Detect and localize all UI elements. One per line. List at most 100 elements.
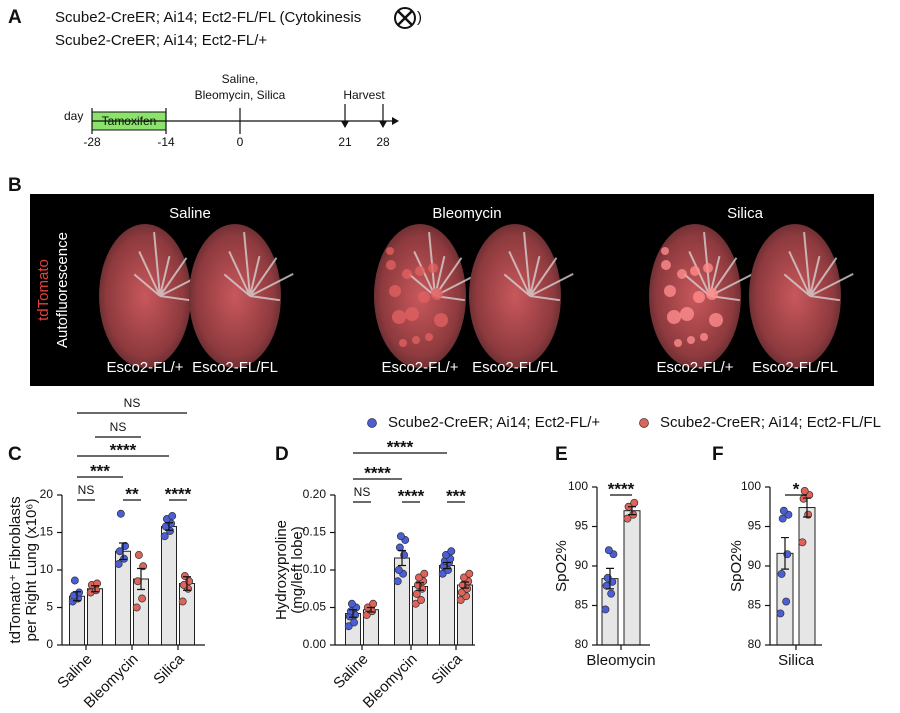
genotype: Scube2-CreER; Ai14; Ect2-FL/FL (Cytokine… [55,9,361,26]
fibrotic-focus [418,291,430,303]
lung [749,224,841,368]
data-point [133,577,142,586]
data-point [782,597,791,606]
fibrotic-focus [664,285,676,297]
panel-letter: A [8,7,22,28]
fibrotic-focus [434,313,448,327]
legend-label: Scube2-CreER; Ai14; Ect2-FL/FL [660,414,881,431]
y-tick-label: 85 [748,598,762,612]
data-point [779,506,788,515]
data-point [456,596,465,604]
paren: ) [417,9,422,26]
data-point [393,577,402,586]
significance-label: *** [446,486,466,505]
y-axis-label: SpO2% [553,540,570,592]
data-point [350,618,359,627]
data-point [116,509,125,518]
fibrotic-focus [412,336,420,344]
data-point [630,498,639,507]
lung [99,224,191,368]
harvest-arrows [341,121,387,128]
event-label: Bleomycin, Silica [195,88,286,102]
fibrotic-focus [386,247,394,255]
genotype-label: Esco2-FL/FL [192,359,278,376]
data-point [138,594,147,603]
genotype-label: Esco2-FL/+ [656,359,733,376]
y-axis-label: tdTomato⁺ Fibroblasts [7,496,24,643]
error-bar [398,549,406,567]
legend-marker [367,418,377,428]
event-label: Saline, [222,72,259,86]
significance-label: **** [608,479,635,498]
y-tick-label: 10 [40,562,54,576]
y-tick-label: 95 [748,519,762,533]
error-bar [91,585,99,593]
significance-label: **** [398,486,425,505]
fibrotic-focus [415,266,425,276]
y-axis-label: (mg/left lobe) [289,526,306,614]
x-tick-label: Silica [150,650,188,688]
error-bar [73,591,81,602]
bar [798,507,816,646]
y-tick-label: 100 [741,479,761,493]
y-tick-label: 80 [748,637,762,651]
y-tick-label: 0.00 [303,637,327,651]
y-tick-label: 90 [748,558,762,572]
panel-letter: F [712,444,724,465]
group-title: Bleomycin [432,205,501,222]
airway [783,232,854,302]
significance-label: **** [364,463,391,482]
significance-label: NS [354,485,371,499]
significance-label: NS [124,396,141,410]
data-point [420,569,429,578]
data-point [417,596,426,604]
fibrotic-focus [693,291,705,303]
lung [469,224,561,368]
x-tick-label: Bleomycin [586,652,655,669]
error-bar [628,506,636,516]
day-tick: 21 [338,135,352,149]
data-point [459,573,468,582]
panel-letter: B [8,175,22,196]
significance-label: NS [110,420,127,434]
channel-label: tdTomato [35,259,52,321]
panel-letter: D [275,444,289,465]
error-bar [137,567,145,591]
significance-label: ** [125,484,139,503]
fibrotic-focus [709,313,723,327]
day-tick: -28 [83,135,101,149]
y-tick-label: 0 [46,637,53,651]
group-title: Silica [727,205,764,222]
y-tick-label: 85 [575,598,589,612]
genotype: Scube2-CreER; Ai14; Ect2-FL/+ [55,32,267,49]
y-axis-label: Hydroxyproline [273,520,290,620]
y-tick-label: 5 [46,600,53,614]
fibrotic-focus [386,260,396,270]
data-point [778,514,787,523]
fibrotic-focus [680,307,694,321]
significance-label: **** [165,484,192,503]
fibrotic-focus [405,307,419,321]
panel-letter: C [8,444,22,465]
error-bar [349,609,357,618]
fibrotic-focus [674,339,682,347]
fibrotic-focus [399,339,407,347]
error-bar [803,497,811,518]
error-bar [781,536,789,570]
data-point [114,560,123,568]
data-point [623,514,632,523]
data-point [411,599,420,608]
y-tick-label: 15 [40,525,54,539]
data-point [604,546,613,555]
significance-label: * [793,479,800,498]
fibrotic-focus [677,269,687,279]
channel-label: Autofluorescence [54,232,71,348]
legend-marker [639,418,649,428]
error-bar [461,581,469,589]
x-tick-label: Saline [330,651,372,693]
arrow-head [392,117,399,125]
genotype-label: Esco2-FL/+ [106,359,183,376]
airway [133,232,204,302]
data-point [607,589,616,598]
x-tick-label: Silica [778,652,815,669]
